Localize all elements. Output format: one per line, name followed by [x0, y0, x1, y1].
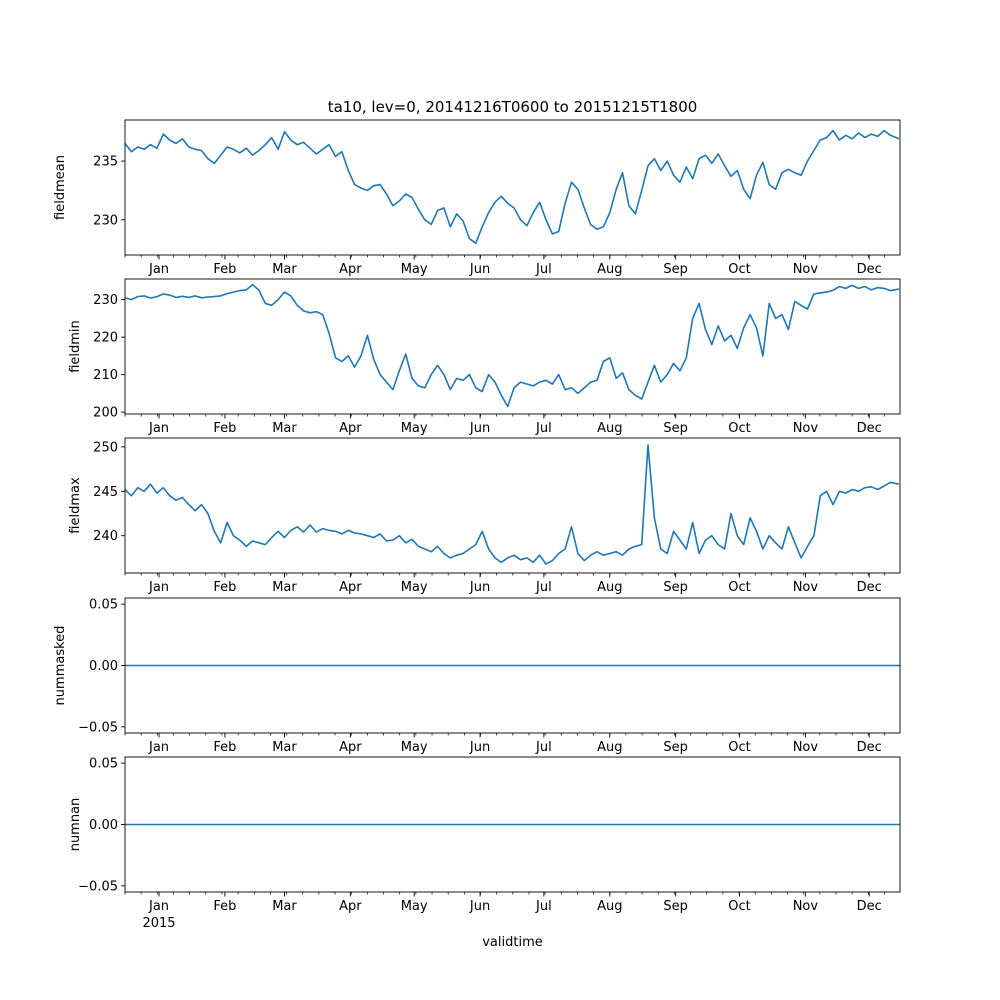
- x-tick-label: Mar: [272, 262, 297, 277]
- x-tick-label: Jan: [148, 899, 169, 914]
- x-tick-label: Jul: [535, 421, 552, 436]
- x-tick-label: Mar: [272, 580, 297, 595]
- x-tick-label: Feb: [213, 580, 236, 595]
- x-tick-label: Dec: [857, 899, 882, 914]
- x-axis-label: validtime: [482, 935, 543, 950]
- x-tick-label: Jul: [535, 740, 552, 755]
- panel-fieldmax: 240 245 250 fieldmax Jan Feb Mar Apr May Jun Jul Au…: [68, 437, 901, 595]
- x-tick-label: Oct: [728, 899, 750, 914]
- year-label: 2015: [142, 916, 175, 931]
- x-tick-label: Apr: [339, 580, 362, 595]
- axes-frame: [124, 119, 901, 256]
- x-tick-label: Jul: [535, 262, 552, 277]
- x-tick-label: Feb: [213, 740, 236, 755]
- y-axis-label: nummasked: [53, 626, 68, 706]
- x-tick-label: Jun: [469, 421, 490, 436]
- x-tick-label: Nov: [793, 580, 819, 595]
- x-tick-label: Nov: [793, 262, 819, 277]
- y-tick-label: 0.00: [89, 818, 118, 833]
- x-tick-label: Sep: [663, 740, 688, 755]
- x-tick-label: Dec: [857, 580, 882, 595]
- panel-numnan: −0.05 0.00 0.05 numnan Jan Feb Mar Apr May Jun Jul…: [68, 756, 901, 914]
- series-line-fieldmax: [124, 444, 900, 565]
- x-tick-label: Nov: [793, 899, 819, 914]
- y-axis-label: numnan: [68, 798, 83, 852]
- y-tick-label: −0.05: [78, 879, 118, 894]
- y-tick-label: 0.00: [89, 659, 118, 674]
- x-tick-label: Apr: [339, 262, 362, 277]
- x-tick-label: Aug: [597, 421, 622, 436]
- series-line-fieldmean: [124, 129, 900, 245]
- x-tick-label: Aug: [597, 262, 622, 277]
- x-tick-label: Feb: [213, 262, 236, 277]
- x-tick-label: Jun: [469, 580, 490, 595]
- x-tick-label: Jan: [148, 421, 169, 436]
- y-tick-label: 0.05: [89, 757, 118, 772]
- y-tick-label: 220: [93, 331, 118, 346]
- y-tick-label: 230: [93, 293, 118, 308]
- x-tick-label: Jul: [535, 899, 552, 914]
- y-tick-label: 230: [93, 213, 118, 228]
- panel-fieldmin: 200 210 220 230 fieldmin Jan Feb Mar Apr May Jun Ju…: [68, 278, 901, 436]
- x-tick-label: Jan: [148, 740, 169, 755]
- x-tick-label: Jun: [469, 899, 490, 914]
- y-tick-label: 240: [93, 529, 118, 544]
- x-tick-label: Apr: [339, 740, 362, 755]
- x-tick-label: Oct: [728, 580, 750, 595]
- x-tick-label: Aug: [597, 580, 622, 595]
- x-tick-label: Oct: [728, 262, 750, 277]
- x-tick-label: May: [401, 899, 428, 914]
- x-tick-label: Apr: [339, 899, 362, 914]
- x-tick-label: Oct: [728, 740, 750, 755]
- y-tick-label: 250: [93, 440, 118, 455]
- y-tick-label: 0.05: [89, 598, 118, 613]
- x-tick-label: Nov: [793, 421, 819, 436]
- panel-fieldmean: 230 235 fieldmean Jan Feb Mar Apr May Jun Jul Aug S…: [53, 119, 901, 277]
- x-tick-label: Feb: [213, 899, 236, 914]
- x-tick-label: Apr: [339, 421, 362, 436]
- x-tick-label: Sep: [663, 421, 688, 436]
- x-tick-label: Jun: [469, 740, 490, 755]
- axes-frame: [124, 437, 901, 574]
- x-tick-label: Feb: [213, 421, 236, 436]
- x-tick-label: May: [401, 421, 428, 436]
- x-tick-label: Jan: [148, 262, 169, 277]
- x-tick-label: Mar: [272, 899, 297, 914]
- y-tick-label: 245: [93, 485, 118, 500]
- y-axis-label: fieldmin: [68, 320, 83, 373]
- x-tick-label: Sep: [663, 262, 688, 277]
- y-tick-label: 235: [93, 155, 118, 170]
- y-axis-label: fieldmean: [53, 155, 68, 220]
- panel-nummasked: −0.05 0.00 0.05 nummasked Jan Feb Mar Apr May Jun…: [53, 597, 901, 755]
- x-tick-label: Dec: [857, 262, 882, 277]
- y-tick-label: −0.05: [78, 720, 118, 735]
- panels: 230 235 fieldmean Jan Feb Mar Apr May Jun Jul Aug S…: [53, 119, 901, 914]
- x-tick-label: May: [401, 580, 428, 595]
- x-tick-label: Mar: [272, 421, 297, 436]
- series-line-fieldmin: [124, 283, 900, 408]
- x-tick-label: Jun: [469, 262, 490, 277]
- x-tick-label: Jan: [148, 580, 169, 595]
- x-tick-label: Aug: [597, 740, 622, 755]
- x-tick-label: May: [401, 262, 428, 277]
- y-tick-label: 210: [93, 368, 118, 383]
- x-tick-label: Aug: [597, 899, 622, 914]
- x-tick-label: Dec: [857, 421, 882, 436]
- chart-title: ta10, lev=0, 20141216T0600 to 20151215T1…: [328, 98, 698, 116]
- x-tick-label: Sep: [663, 899, 688, 914]
- x-tick-label: Oct: [728, 421, 750, 436]
- x-tick-label: Mar: [272, 740, 297, 755]
- y-tick-label: 200: [93, 406, 118, 421]
- x-tick-label: Sep: [663, 580, 688, 595]
- y-axis-label: fieldmax: [68, 477, 83, 534]
- x-tick-label: Nov: [793, 740, 819, 755]
- x-tick-label: Dec: [857, 740, 882, 755]
- x-tick-label: Jul: [535, 580, 552, 595]
- x-tick-label: May: [401, 740, 428, 755]
